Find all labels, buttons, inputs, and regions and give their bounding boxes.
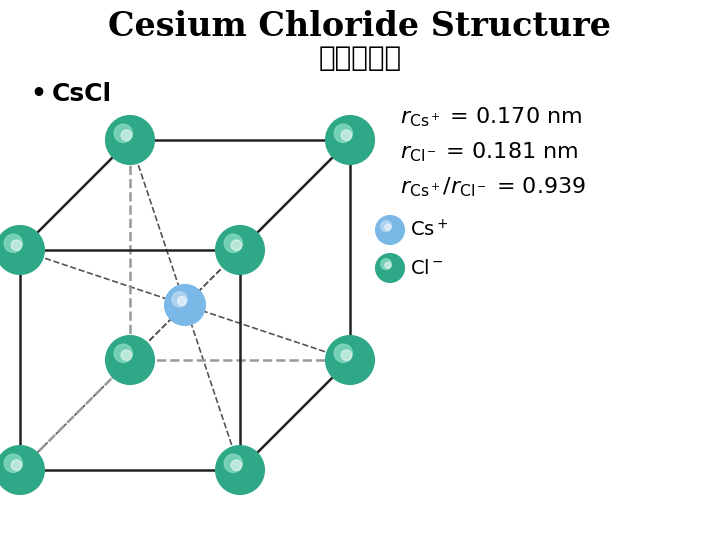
Circle shape (172, 292, 187, 307)
Circle shape (4, 234, 22, 252)
Circle shape (224, 454, 243, 472)
Text: •: • (30, 82, 46, 106)
Circle shape (114, 124, 132, 143)
Circle shape (381, 221, 392, 232)
Circle shape (376, 254, 404, 282)
Circle shape (381, 259, 392, 269)
Text: $r_{\rm Cs^+}$ = 0.170 nm: $r_{\rm Cs^+}$ = 0.170 nm (400, 105, 582, 129)
Text: $r_{\rm Cs^+}$/$r_{\rm Cl^-}$ = 0.939: $r_{\rm Cs^+}$/$r_{\rm Cl^-}$ = 0.939 (400, 175, 586, 199)
Circle shape (106, 116, 154, 164)
Circle shape (4, 454, 22, 472)
Circle shape (384, 262, 391, 268)
Circle shape (326, 336, 374, 384)
Text: $r_{\rm Cl^-}$ = 0.181 nm: $r_{\rm Cl^-}$ = 0.181 nm (400, 140, 578, 164)
Circle shape (165, 285, 205, 325)
Circle shape (384, 224, 391, 230)
Circle shape (376, 216, 404, 244)
Circle shape (334, 124, 352, 143)
Text: 氯化銃結構: 氯化銃結構 (318, 44, 402, 72)
Circle shape (114, 344, 132, 362)
Text: Cl$^-$: Cl$^-$ (410, 259, 444, 278)
Circle shape (121, 350, 132, 361)
Circle shape (231, 240, 242, 251)
Text: Cesium Chloride Structure: Cesium Chloride Structure (109, 10, 611, 43)
Circle shape (326, 116, 374, 164)
Text: CsCl: CsCl (52, 82, 112, 106)
Circle shape (216, 446, 264, 494)
Circle shape (11, 460, 22, 470)
Circle shape (11, 240, 22, 251)
Circle shape (341, 130, 351, 140)
Circle shape (216, 226, 264, 274)
Circle shape (231, 460, 242, 470)
Circle shape (178, 296, 186, 306)
Text: Cs$^+$: Cs$^+$ (410, 219, 449, 241)
Circle shape (334, 344, 352, 362)
Circle shape (341, 350, 351, 361)
Circle shape (224, 234, 243, 252)
Circle shape (0, 446, 44, 494)
Circle shape (121, 130, 132, 140)
Circle shape (106, 336, 154, 384)
Circle shape (0, 226, 44, 274)
